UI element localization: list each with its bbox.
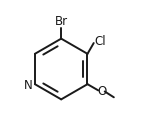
Text: N: N <box>24 79 33 92</box>
Text: Cl: Cl <box>94 35 106 48</box>
Text: O: O <box>98 85 107 98</box>
Text: Br: Br <box>55 15 68 28</box>
